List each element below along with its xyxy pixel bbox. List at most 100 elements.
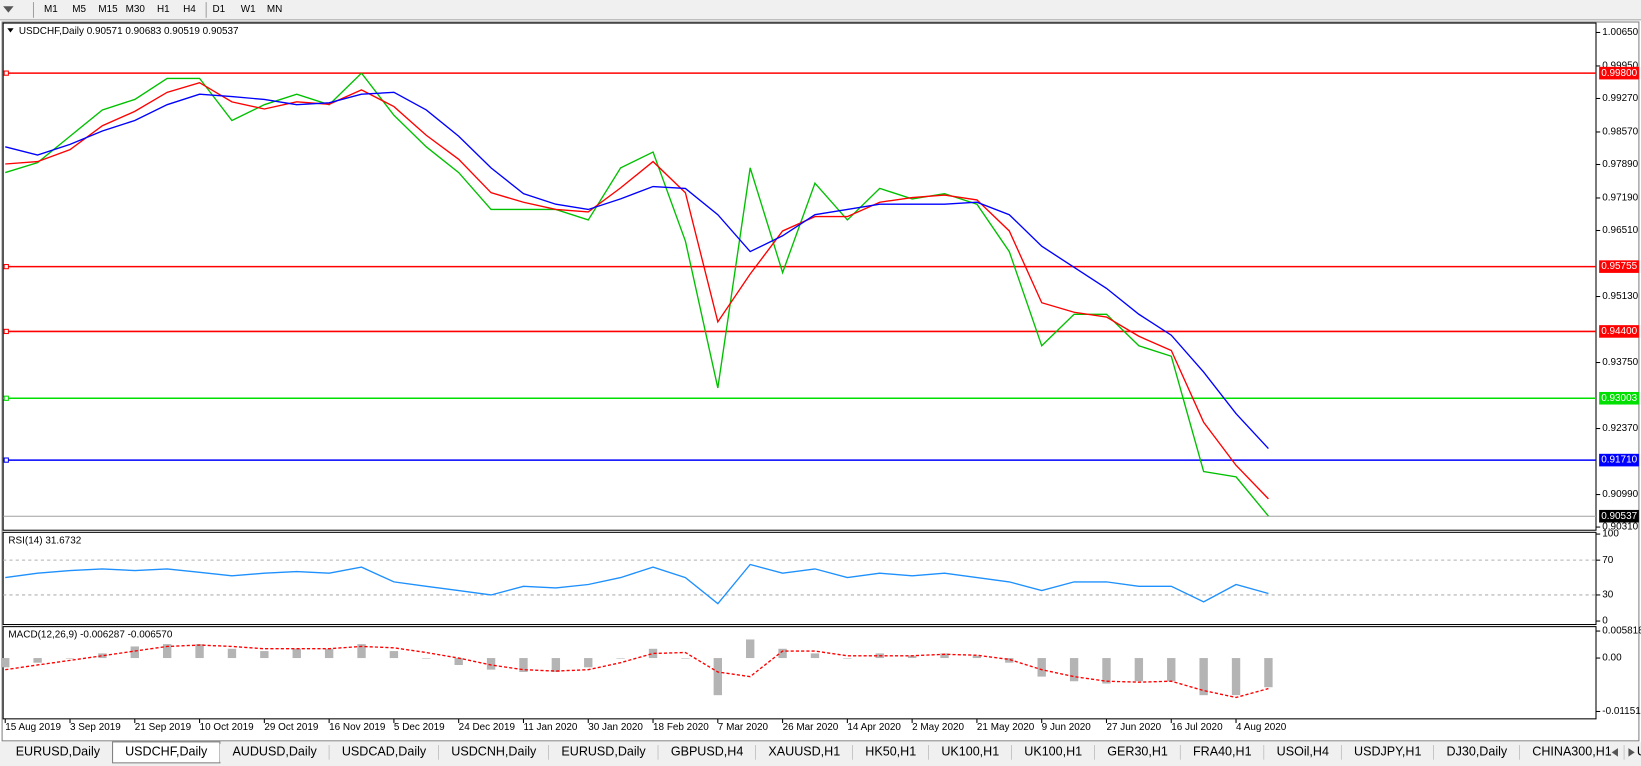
tab-label[interactable]: HK50,H1 (865, 745, 916, 759)
histogram-bar (1134, 658, 1144, 682)
level-label-box (1599, 453, 1639, 467)
tab-label[interactable]: EURUSD,Daily (16, 745, 101, 759)
histogram-bar (227, 648, 237, 659)
histogram-bar (292, 648, 301, 659)
x-tick-label: 29 Oct 2019 (264, 722, 319, 733)
histogram-bar (616, 658, 625, 659)
tab-label[interactable]: USOil,H1 (1637, 745, 1641, 759)
histogram-bar (1069, 658, 1079, 682)
histogram-bar (519, 658, 528, 672)
histogram-bar (357, 644, 366, 659)
x-tick-label: 3 Sep 2019 (70, 722, 121, 733)
tab[interactable] (1180, 743, 1265, 762)
y-tick-label: 0.99270 (1602, 93, 1638, 104)
tab-label[interactable]: USDCNH,Daily (451, 745, 537, 759)
y-tick-label: 0.005818 (1602, 626, 1641, 637)
tab-label[interactable]: CHINA300,H1 (1532, 745, 1611, 759)
histogram-bar (260, 651, 269, 659)
tab-label[interactable]: USOil,H4 (1277, 745, 1329, 759)
level-label: 0.91710 (1601, 455, 1637, 466)
timeframe-button[interactable]: M5 (72, 4, 86, 15)
histogram-bar (1167, 658, 1176, 682)
panel-title: RSI(14) 31.6732 (8, 535, 81, 546)
timeframe-button[interactable]: H4 (183, 4, 196, 15)
histogram-bar (907, 655, 917, 659)
panel-title-arrow (7, 28, 14, 33)
histogram-bar (551, 658, 561, 672)
timeframe-button[interactable]: W1 (241, 4, 256, 15)
tab-label[interactable]: USDCHF,Daily (125, 745, 208, 759)
tab[interactable] (1011, 743, 1095, 762)
tab-label[interactable]: DJ30,Daily (1447, 745, 1508, 759)
tab-label[interactable]: GBPUSD,H4 (671, 745, 743, 759)
x-tick-label: 16 Jul 2020 (1171, 722, 1223, 733)
timeframe-button[interactable]: M1 (44, 4, 58, 15)
histogram-bar (940, 653, 949, 659)
timeframe-button[interactable]: M15 (98, 4, 118, 15)
tab[interactable] (329, 743, 439, 762)
tab-label[interactable]: AUDUSD,Daily (232, 745, 317, 759)
tab-label[interactable]: XAUUSD,H1 (768, 745, 840, 759)
x-tick-label: 21 Sep 2019 (135, 722, 192, 733)
x-tick-label: 21 May 2020 (977, 722, 1035, 733)
timeframe-button[interactable]: H1 (157, 4, 170, 15)
tab-label[interactable]: EURUSD,Daily (561, 745, 646, 759)
histogram-bar (130, 646, 139, 659)
tab[interactable] (755, 743, 853, 762)
y-tick-label: -0.011514 (1602, 706, 1641, 717)
series-line (5, 644, 1269, 699)
x-tick-label: 15 Aug 2019 (5, 722, 61, 733)
tab-label[interactable]: FRA40,H1 (1193, 745, 1252, 759)
level-label: 0.99800 (1601, 68, 1637, 79)
level-label-box (1599, 509, 1639, 523)
tab-label[interactable]: USDCAD,Daily (342, 745, 427, 759)
tab[interactable] (438, 743, 549, 762)
tab-label[interactable]: UK100,H1 (1024, 745, 1082, 759)
x-tick-label: 10 Oct 2019 (200, 722, 255, 733)
timeframe-button[interactable]: D1 (212, 4, 225, 15)
tab[interactable] (928, 743, 1012, 762)
series-line (5, 81, 1269, 500)
series-line (5, 563, 1269, 605)
tab-scroll-left[interactable] (1611, 748, 1618, 757)
panel-title: USDCHF,Daily 0.90571 0.90683 0.90519 0.9… (19, 26, 239, 37)
level-label-box (1599, 325, 1639, 338)
tab[interactable] (3, 743, 113, 762)
tab[interactable] (658, 743, 756, 762)
tab-scroll-right[interactable] (1628, 748, 1635, 757)
histogram-bar (33, 658, 42, 663)
histogram-bar (486, 658, 496, 670)
tab[interactable] (219, 743, 330, 762)
tab-label[interactable]: GER30,H1 (1107, 745, 1168, 759)
tab[interactable] (1519, 743, 1625, 762)
histogram-bar (1037, 658, 1046, 677)
tab[interactable] (548, 743, 659, 762)
timeframe-button[interactable]: MN (267, 4, 282, 15)
level-handle (3, 457, 9, 463)
histogram-bar (1231, 658, 1241, 696)
rsi-panel (2, 531, 1597, 626)
level-handle (3, 70, 9, 76)
level-label: 0.93003 (1601, 393, 1637, 404)
panel-title: MACD(12,26,9) -0.006287 -0.006570 (8, 630, 172, 641)
timeframe-button[interactable]: M30 (126, 4, 146, 15)
tab-label[interactable]: UK100,H1 (941, 745, 999, 759)
y-tick-label: 0.90990 (1602, 489, 1638, 500)
tab[interactable] (1094, 743, 1181, 762)
macd-panel (2, 626, 1597, 720)
toolbar-icon[interactable] (3, 6, 14, 13)
histogram-bar (1264, 658, 1273, 688)
x-tick-label: 18 Feb 2020 (653, 722, 709, 733)
tab-label[interactable]: USDJPY,H1 (1354, 745, 1421, 759)
series-line (5, 91, 1269, 450)
tab[interactable] (1264, 743, 1342, 762)
level-label: 0.90537 (1601, 511, 1637, 522)
tab[interactable] (1433, 743, 1520, 762)
y-tick-label: 0.97190 (1602, 193, 1638, 204)
tab[interactable] (1341, 743, 1434, 762)
main-panel (2, 22, 1597, 531)
level-label-box (1599, 260, 1639, 273)
tab[interactable] (852, 743, 929, 762)
